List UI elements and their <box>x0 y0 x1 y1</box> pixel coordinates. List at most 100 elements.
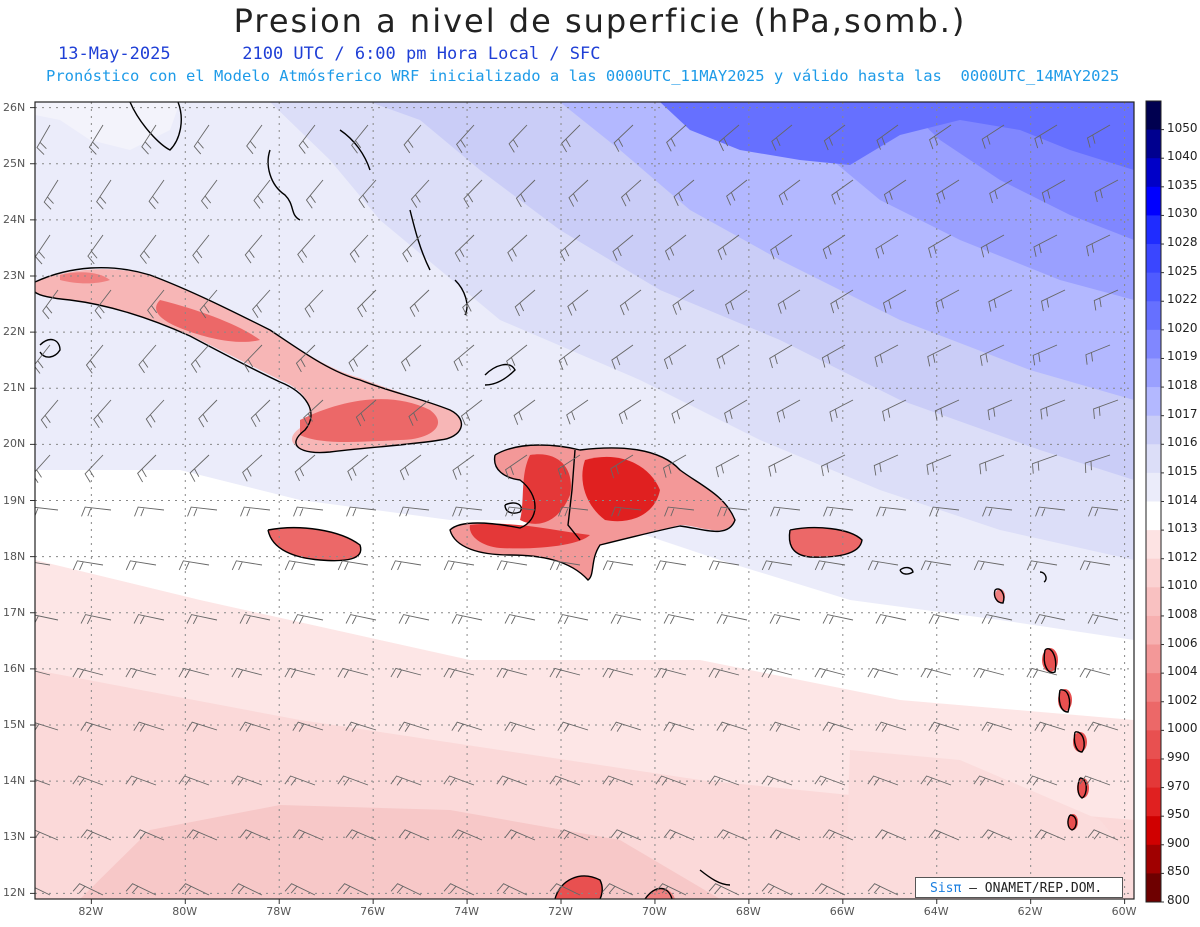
wind-barb <box>926 454 952 475</box>
wind-barb <box>400 344 422 372</box>
lon-tick-label: 76W <box>360 905 386 918</box>
colorbar-level-label: 1000 <box>1167 721 1198 736</box>
wind-barb <box>928 614 960 625</box>
wind-barb <box>133 721 165 732</box>
wind-barb <box>979 344 1005 366</box>
wind-barb <box>814 560 846 571</box>
colorbar-swatch <box>1146 472 1161 502</box>
wind-barb <box>399 506 430 517</box>
colorbar-swatch <box>1146 844 1161 874</box>
wind-barb <box>610 454 634 479</box>
wind-barb <box>777 289 801 314</box>
lat-tick-label: 23N <box>3 268 26 282</box>
wind-barb <box>558 344 581 371</box>
lat-tick-label: 25N <box>3 156 26 170</box>
colorbar-level-label: 1016 <box>1167 435 1198 450</box>
wind-barb <box>1032 454 1058 474</box>
wind-barb <box>928 234 952 258</box>
lat-tick-label: 16N <box>3 661 26 675</box>
wind-barb <box>716 344 740 369</box>
colorbar-swatch <box>1146 587 1161 617</box>
wind-barb <box>929 124 952 150</box>
colorbar-swatch <box>1146 329 1161 359</box>
wind-barb <box>655 883 687 896</box>
wind-barb <box>357 289 377 318</box>
wind-barb <box>1088 506 1119 517</box>
wind-barb <box>708 775 740 786</box>
wind-barb <box>769 344 793 369</box>
wind-barb <box>778 179 801 206</box>
wind-barb <box>513 399 536 425</box>
wind-barb <box>876 124 899 150</box>
wind-barb <box>724 399 748 423</box>
wind-barb <box>125 667 157 678</box>
wind-barb <box>178 560 210 571</box>
wind-barb <box>402 234 422 263</box>
wind-barb <box>451 614 483 625</box>
wind-barb <box>390 775 422 786</box>
wind-barb <box>72 883 104 896</box>
wind-barbs <box>35 124 1119 896</box>
wind-barb <box>935 289 960 313</box>
colorbar-swatch <box>1146 158 1161 188</box>
wind-barb <box>178 775 210 786</box>
lon-tick-label: 64W <box>923 905 949 918</box>
wind-barb <box>358 179 377 209</box>
wind-barb <box>345 614 377 625</box>
colorbar-level-label: 970 <box>1167 778 1190 793</box>
wind-barb <box>508 124 528 153</box>
wind-barb <box>882 399 907 422</box>
wind-barb <box>602 560 634 571</box>
wind-barb <box>663 614 695 625</box>
wind-barb <box>145 399 165 428</box>
wind-barb <box>973 775 1005 786</box>
colorbar-level-label: 990 <box>1167 749 1190 764</box>
wind-barb <box>1087 721 1119 732</box>
wind-barb <box>398 721 430 732</box>
map-title: Presion a nivel de superficie (hPa,somb.… <box>233 2 967 40</box>
wind-barb <box>761 775 793 786</box>
colorbar-swatch <box>1146 244 1161 274</box>
wind-barb <box>454 234 475 263</box>
wind-barb <box>920 775 952 786</box>
wind-barb <box>776 399 801 423</box>
lat-tick-label: 24N <box>3 212 26 226</box>
wind-barb <box>655 667 687 678</box>
wind-barb <box>549 883 581 896</box>
wind-barb <box>462 289 483 317</box>
wind-barb <box>284 667 316 678</box>
wind-barb <box>761 883 793 896</box>
wind-barb <box>769 829 801 841</box>
lat-tick-label: 12N <box>3 886 26 900</box>
wind-barb <box>239 721 271 732</box>
wind-barb <box>390 883 422 896</box>
wind-barb <box>242 454 263 482</box>
wind-barb <box>72 775 104 786</box>
wind-barb <box>979 454 1005 475</box>
lat-tick-label: 15N <box>3 718 26 731</box>
wind-barb <box>875 614 907 625</box>
wind-barb <box>295 344 316 373</box>
wind-barb <box>823 506 854 517</box>
wind-barb <box>231 883 263 896</box>
wind-barb <box>514 289 536 317</box>
wind-barb <box>928 721 960 732</box>
wind-barb <box>875 829 907 841</box>
wind-barb <box>718 124 740 152</box>
wind-barb <box>770 234 793 260</box>
wind-barb <box>829 399 854 422</box>
wind-barb <box>663 721 695 732</box>
wind-barb <box>252 289 271 318</box>
wind-barb <box>1086 234 1111 257</box>
wind-barb <box>292 829 324 841</box>
wind-barb <box>770 506 801 517</box>
wind-barb <box>93 399 112 429</box>
wind-barb <box>337 560 369 571</box>
wind-barb <box>35 778 51 786</box>
wind-barb <box>1034 124 1058 149</box>
colorbar-swatch <box>1146 358 1161 388</box>
wind-barb <box>178 667 210 678</box>
wind-barb <box>874 344 899 368</box>
wind-barb <box>453 344 475 371</box>
